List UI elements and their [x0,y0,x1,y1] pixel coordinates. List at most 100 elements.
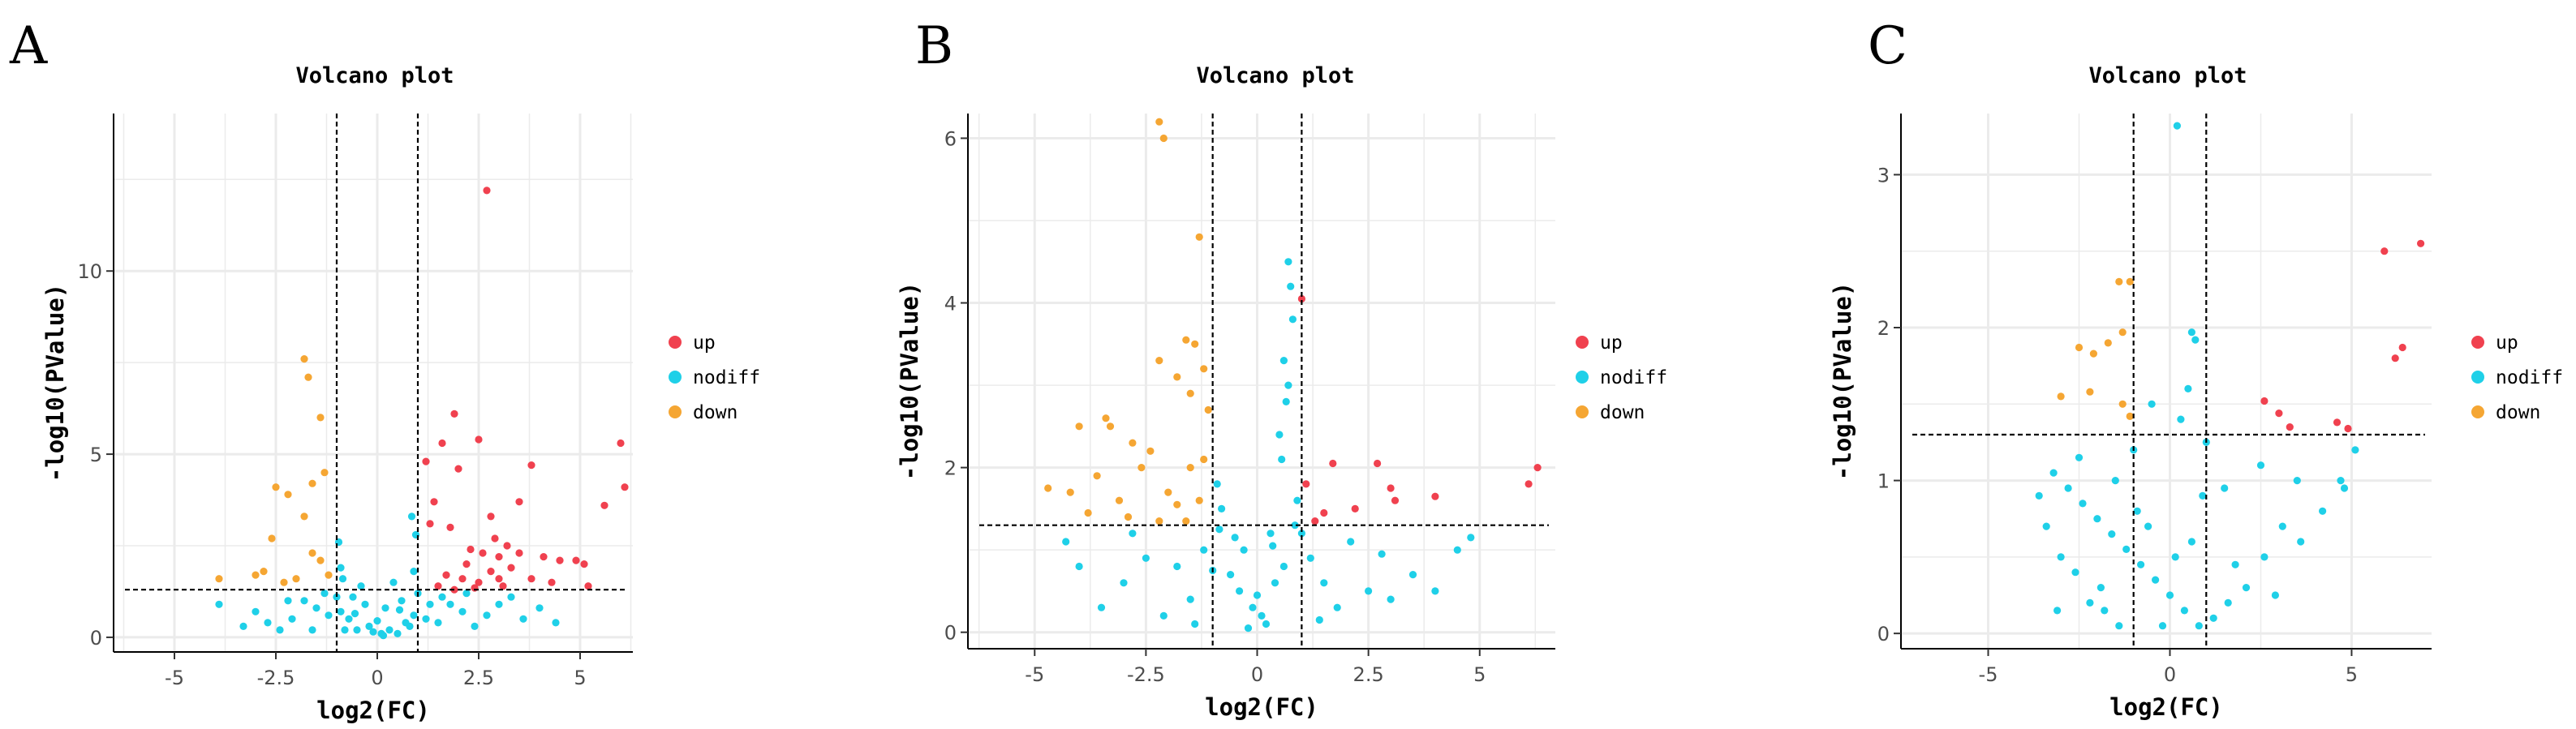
y-tick-label: 6 [944,127,957,150]
point-up [495,553,503,561]
point-nodiff [2096,584,2105,592]
legend-label-up: up [693,332,716,354]
volcano-panel-c: C Volcano plot -5 0 5 0 1 2 3 log2(FC) -log10(PVal… [1829,16,2563,721]
point-nodiff [1142,554,1150,562]
point-nodiff [2148,400,2156,408]
point-down [1191,340,1199,348]
point-down [2057,392,2065,401]
legend-swatch-nodiff [2471,371,2484,384]
point-down [1124,512,1133,521]
point-up [548,578,556,586]
point-down [2115,277,2123,285]
x-tick-label: 0 [1251,663,1263,686]
point-nodiff [2221,484,2229,492]
point-up [2275,410,2283,418]
x-tick-label: -5 [1979,663,1998,686]
point-up [495,575,503,583]
point-nodiff [308,626,316,634]
point-nodiff [1200,546,1208,554]
point-down [308,549,316,557]
point-down [1204,405,1212,414]
point-down [1155,517,1163,525]
point-nodiff [2260,553,2269,561]
point-down [2086,388,2094,396]
point-nodiff [1159,611,1168,620]
point-up [426,520,434,528]
point-nodiff [471,622,479,631]
panel-label: C [1868,16,1907,76]
point-nodiff [2108,530,2116,538]
point-down [1137,464,1146,472]
point-nodiff [2165,591,2174,599]
y-tick-label: 4 [944,293,957,315]
point-up [1302,480,1310,488]
legend-swatch-nodiff [1576,371,1589,384]
point-up [2260,397,2269,405]
point-nodiff [338,575,347,583]
plot-area [968,114,1555,649]
point-nodiff [552,619,560,627]
point-up [1311,517,1319,525]
point-nodiff [1279,562,1288,571]
point-nodiff [1120,579,1128,587]
point-down [1075,422,1083,431]
chart-title: Volcano plot [1196,63,1354,88]
chart-title: Volcano plot [2088,63,2247,88]
point-nodiff [1231,534,1239,542]
point-down [1044,484,1052,492]
point-nodiff [507,593,515,601]
point-nodiff [2297,538,2305,546]
point-up [422,457,430,465]
point-up [483,187,491,195]
legend-swatch-down [1576,405,1589,418]
point-nodiff [2180,607,2188,615]
point-nodiff [1191,620,1199,628]
legend-swatch-up [1576,336,1589,349]
point-nodiff [1097,603,1106,611]
point-down [1102,414,1110,422]
point-nodiff [1347,538,1355,546]
y-axis-title: -log10(PValue) [41,284,69,482]
point-nodiff [312,604,320,612]
point-up [584,582,592,590]
point-down [2126,412,2134,420]
point-down [1186,389,1194,397]
legend: up nodiff down [669,332,760,423]
point-down [1146,447,1155,455]
point-down [1066,488,1074,496]
plot-area [114,114,633,652]
point-up [475,435,483,444]
point-nodiff [1269,542,1277,550]
point-nodiff [1365,587,1373,595]
point-nodiff [2177,415,2185,423]
point-nodiff [1287,282,1295,290]
point-nodiff [2319,507,2327,515]
point-nodiff [345,615,353,623]
point-down [260,568,268,576]
y-tick-label: 1 [1877,470,1890,493]
point-nodiff [333,593,341,601]
point-up [527,575,535,583]
point-up [580,560,588,568]
point-down [316,556,325,564]
point-up [2417,239,2425,247]
x-tick-label: 0 [2164,663,2176,686]
point-up [1391,496,1400,504]
point-nodiff [284,597,292,605]
point-down [316,414,325,422]
point-nodiff [239,622,247,631]
point-nodiff [1275,431,1284,439]
point-down [1155,357,1163,365]
point-nodiff [1297,530,1305,538]
point-up [454,465,462,473]
point-up [572,556,580,564]
y-tick-label: 3 [1877,164,1890,187]
point-nodiff [398,597,406,605]
point-nodiff [373,617,381,625]
point-down [1195,233,1203,241]
point-up [491,534,499,542]
point-nodiff [462,590,471,598]
point-down [268,534,276,542]
point-nodiff [2242,584,2251,592]
